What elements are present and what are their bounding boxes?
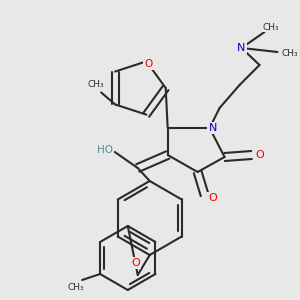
Text: N: N (208, 123, 217, 133)
Text: O: O (144, 59, 152, 69)
Text: N: N (237, 43, 246, 53)
Text: O: O (131, 258, 140, 268)
Text: CH₃: CH₃ (68, 284, 85, 292)
Text: O: O (208, 193, 217, 203)
Text: CH₃: CH₃ (281, 50, 298, 58)
Text: CH₃: CH₃ (88, 80, 104, 89)
Text: CH₃: CH₃ (262, 22, 279, 32)
Text: HO: HO (97, 145, 113, 155)
Text: O: O (255, 150, 264, 160)
